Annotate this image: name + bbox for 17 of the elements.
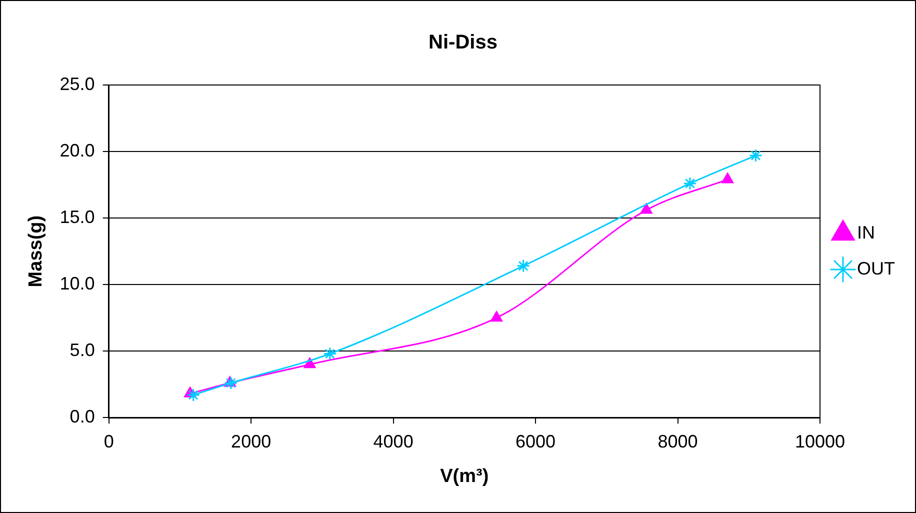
x-tick-label: 10000 [794,431,846,452]
y-tick-label: 25.0 [60,74,95,94]
y-tick-label: 0.0 [70,406,95,427]
y-tick-label: 5.0 [70,340,95,360]
x-tick-label: 2000 [231,431,272,452]
x-tick-label: 0 [104,431,114,452]
legend-label: IN [857,222,876,242]
y-tick-label: 20.0 [60,140,95,160]
x-tick-label: 4000 [373,431,414,452]
y-tick-label: 15.0 [60,207,95,228]
y-axis-title: Mass(g) [26,215,47,288]
x-axis-title: V(m³) [440,466,489,487]
x-tick-label: 6000 [516,431,556,452]
chart-title: Ni-Diss [428,32,498,54]
y-tick-label: 10.0 [60,274,95,294]
legend-label: OUT [857,258,896,278]
x-tick-label: 8000 [658,431,698,452]
